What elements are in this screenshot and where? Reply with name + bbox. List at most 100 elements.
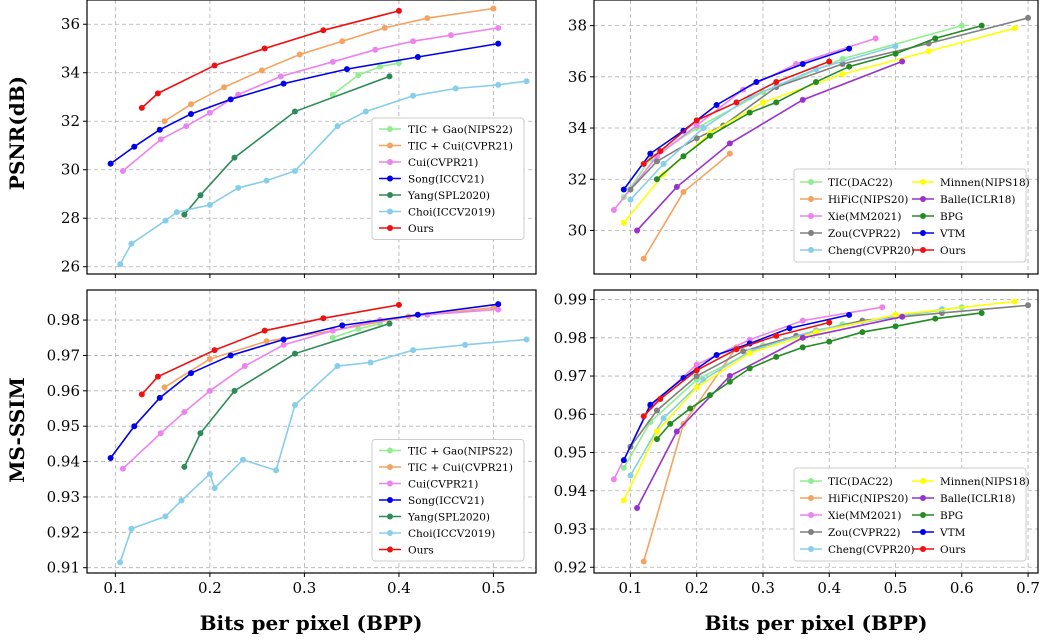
data-point-balle-iclr18 <box>673 183 680 190</box>
data-point-tic-cui-cvpr21 <box>206 355 213 362</box>
y-tick-label: 32 <box>568 170 587 188</box>
data-point-song-iccv21 <box>280 336 287 343</box>
data-point-xie-mm2021 <box>879 304 886 311</box>
axes-frame <box>86 289 537 574</box>
ylabel-top: PSNR(dB) <box>5 76 29 190</box>
data-point-choi-iccv2019 <box>206 470 213 477</box>
data-point-balle-iclr18 <box>673 428 680 435</box>
data-point-hific-nips20 <box>680 189 687 196</box>
legend-swatch-marker <box>808 247 814 253</box>
data-point-cui-cvpr21 <box>495 24 502 31</box>
legend-swatch-marker <box>808 512 814 518</box>
data-point-tic-cui-cvpr21 <box>161 384 168 391</box>
data-point-song-iccv21 <box>187 110 194 117</box>
legend-swatch-marker <box>808 495 814 501</box>
data-point-zou-cvpr22 <box>1025 302 1032 309</box>
data-point-xie-mm2021 <box>799 317 806 324</box>
data-point-ours <box>261 327 268 334</box>
data-point-song-iccv21 <box>156 394 163 401</box>
series-line-ours <box>643 321 830 417</box>
data-point-song-iccv21 <box>227 352 234 359</box>
legend-entry: TIC(DAC22) <box>828 476 893 488</box>
data-point-bpg <box>932 35 939 42</box>
data-point-minnen-nips18 <box>1011 25 1018 32</box>
legend-entry: VTM <box>939 527 966 539</box>
data-point-cheng-cvpr20 <box>892 43 899 50</box>
data-point-xie-mm2021 <box>610 206 617 213</box>
data-point-yang-spl2020 <box>291 108 298 115</box>
data-point-cui-cvpr21 <box>372 46 379 53</box>
panel-bottom-right: 0.1 0.2 0.3 0.4 0.5 0.6 0.7 0.92 0.93 0.94 0.95 0.9… <box>554 289 1040 597</box>
legend-swatch-marker <box>920 512 926 518</box>
data-point-song-iccv21 <box>107 160 114 167</box>
y-tick-label: 0.98 <box>47 311 80 329</box>
legend-swatch-marker <box>387 530 393 536</box>
data-point-minnen-nips18 <box>746 350 753 357</box>
data-point-bpg <box>773 99 780 106</box>
data-point-song-iccv21 <box>495 301 502 308</box>
y-tick-label: 26 <box>61 258 80 276</box>
ylabel-bottom: MS-SSIM <box>5 377 29 483</box>
data-point-vtm <box>620 457 627 464</box>
legend-swatch-marker <box>808 179 814 185</box>
legend-swatch-marker <box>920 196 926 202</box>
series-line-zou-cvpr22 <box>629 304 1029 448</box>
legend-entry: Choi(ICCV2019) <box>408 528 495 540</box>
data-point-ours <box>154 90 161 97</box>
legend-swatch-marker <box>808 478 814 484</box>
series-line-hific-nips20 <box>643 153 731 260</box>
legend-entry: Ours <box>940 544 966 556</box>
y-tick-label: 34 <box>61 64 80 82</box>
data-point-cui-cvpr21 <box>280 341 287 348</box>
legend-entry: TIC + Cui(CVPR21) <box>408 462 513 474</box>
legend-entry: VTM <box>939 228 966 240</box>
legend-entry: Yang(SPL2020) <box>407 512 490 524</box>
data-point-hific-nips20 <box>640 255 647 262</box>
x-tick-label: 0.4 <box>817 579 841 597</box>
data-point-minnen-nips18 <box>925 48 932 55</box>
grid <box>594 0 1038 274</box>
legend: TIC(DAC22) HiFiC(NIPS20) Xie(MM2021) Zou(CV… <box>793 168 1030 263</box>
data-point-yang-spl2020 <box>386 73 393 80</box>
data-point-cui-cvpr21 <box>181 409 188 416</box>
data-point-tic-cui-cvpr21 <box>381 24 388 31</box>
data-point-balle-iclr18 <box>799 334 806 341</box>
data-point-cui-cvpr21 <box>206 387 213 394</box>
x-tick-label: 0.1 <box>103 579 127 597</box>
data-point-bpg <box>799 344 806 351</box>
legend-swatch-marker <box>387 546 393 553</box>
data-point-ours <box>640 413 647 420</box>
data-point-cui-cvpr21 <box>119 465 126 472</box>
data-point-bpg <box>653 436 660 443</box>
x-tick-label: 0.4 <box>387 579 411 597</box>
data-point-ours <box>826 319 833 326</box>
legend-entry: TIC(DAC22) <box>828 177 893 189</box>
x-tick-label: 0.2 <box>198 579 222 597</box>
data-point-choi-iccv2019 <box>211 485 218 492</box>
data-point-tic-cui-cvpr21 <box>339 38 346 45</box>
data-point-tic-cui-cvpr21 <box>263 338 270 345</box>
data-point-tic-dac22 <box>620 464 627 471</box>
data-point-choi-iccv2019 <box>495 81 502 88</box>
data-point-cui-cvpr21 <box>119 167 126 174</box>
panel-bottom-left: 0.1 0.2 0.3 0.4 0.5 0.91 0.92 0.93 0.94 0.95 0.96 0… <box>47 289 537 597</box>
y-tick-label: 32 <box>61 112 80 130</box>
legend-entry: Ours <box>940 245 966 257</box>
data-point-minnen-nips18 <box>759 99 766 106</box>
data-point-cheng-cvpr20 <box>700 125 707 132</box>
data-point-balle-iclr18 <box>634 504 641 511</box>
data-point-yang-spl2020 <box>197 192 204 199</box>
data-point-ours <box>733 99 740 106</box>
series-line-yang-spl2020 <box>183 322 390 468</box>
data-point-song-iccv21 <box>495 40 502 47</box>
data-point-tic-cui-cvpr21 <box>258 67 265 74</box>
data-point-tic-cui-cvpr21 <box>221 84 228 91</box>
data-point-vtm <box>753 78 760 85</box>
legend-entry: Zou(CVPR22) <box>828 228 901 240</box>
data-point-choi-iccv2019 <box>128 240 135 247</box>
y-tick-label: 34 <box>568 119 587 137</box>
legend-entry: TIC + Gao(NIPS22) <box>408 124 513 136</box>
data-point-bpg <box>687 405 694 412</box>
data-point-tic-cui-cvpr21 <box>424 15 431 22</box>
